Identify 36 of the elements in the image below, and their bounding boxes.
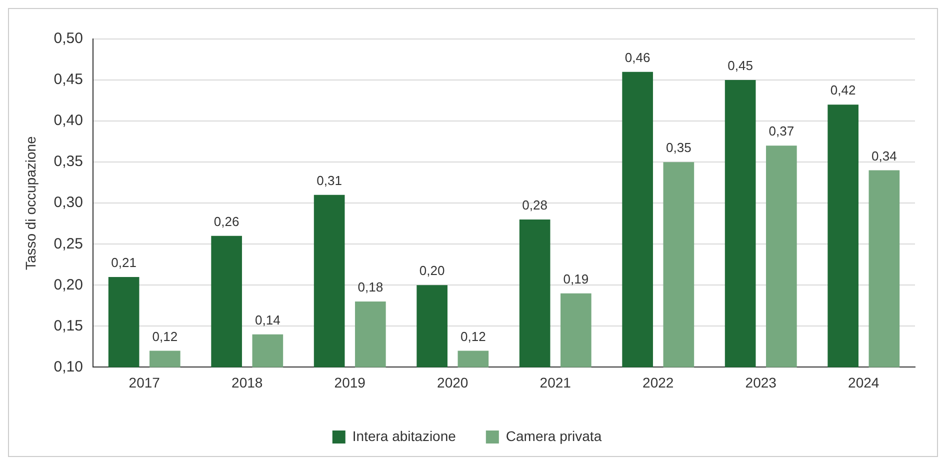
- y-tick-label: 0,30: [54, 194, 83, 212]
- data-label: 0,37: [768, 124, 794, 139]
- y-axis-title: Tasso di occupazione: [22, 136, 38, 270]
- y-tick-label: 0,50: [54, 30, 83, 48]
- x-tick-label: 2020: [437, 374, 468, 390]
- data-label: 0,20: [419, 263, 445, 278]
- y-tick-label: 0,10: [54, 358, 83, 376]
- data-label: 0,35: [666, 140, 692, 156]
- y-tick-label: 0,40: [54, 112, 83, 130]
- legend-label: Camera privata: [506, 428, 602, 444]
- data-label: 0,31: [316, 172, 342, 188]
- x-tick-label: 2023: [745, 374, 777, 390]
- data-label: 0,34: [872, 148, 897, 164]
- data-label: 0,45: [728, 58, 753, 74]
- x-tick-label: 2019: [334, 374, 366, 390]
- data-label: 0,21: [111, 255, 136, 270]
- y-tick-label: 0,45: [54, 71, 83, 88]
- x-tick-label: 2021: [540, 374, 572, 390]
- y-tick-label: 0,15: [54, 317, 83, 334]
- y-tick-label: 0,35: [54, 153, 83, 170]
- data-label: 0,12: [152, 328, 178, 344]
- data-label: 0,46: [624, 50, 650, 65]
- data-label: 0,12: [460, 328, 486, 344]
- y-tick-label: 0,25: [54, 235, 83, 252]
- data-label: 0,42: [830, 82, 856, 98]
- data-label: 0,18: [358, 280, 384, 295]
- x-tick-label: 2022: [642, 374, 674, 390]
- data-label: 0,28: [522, 198, 548, 213]
- data-label: 0,26: [214, 214, 240, 229]
- data-label: 0,19: [563, 271, 589, 286]
- x-tick-label: 2018: [232, 374, 263, 390]
- data-label: 0,14: [255, 312, 280, 328]
- legend-label: Intera abitazione: [352, 428, 456, 444]
- y-tick-label: 0,20: [54, 276, 83, 294]
- x-tick-label: 2024: [848, 374, 880, 390]
- x-tick-label: 2017: [128, 374, 160, 390]
